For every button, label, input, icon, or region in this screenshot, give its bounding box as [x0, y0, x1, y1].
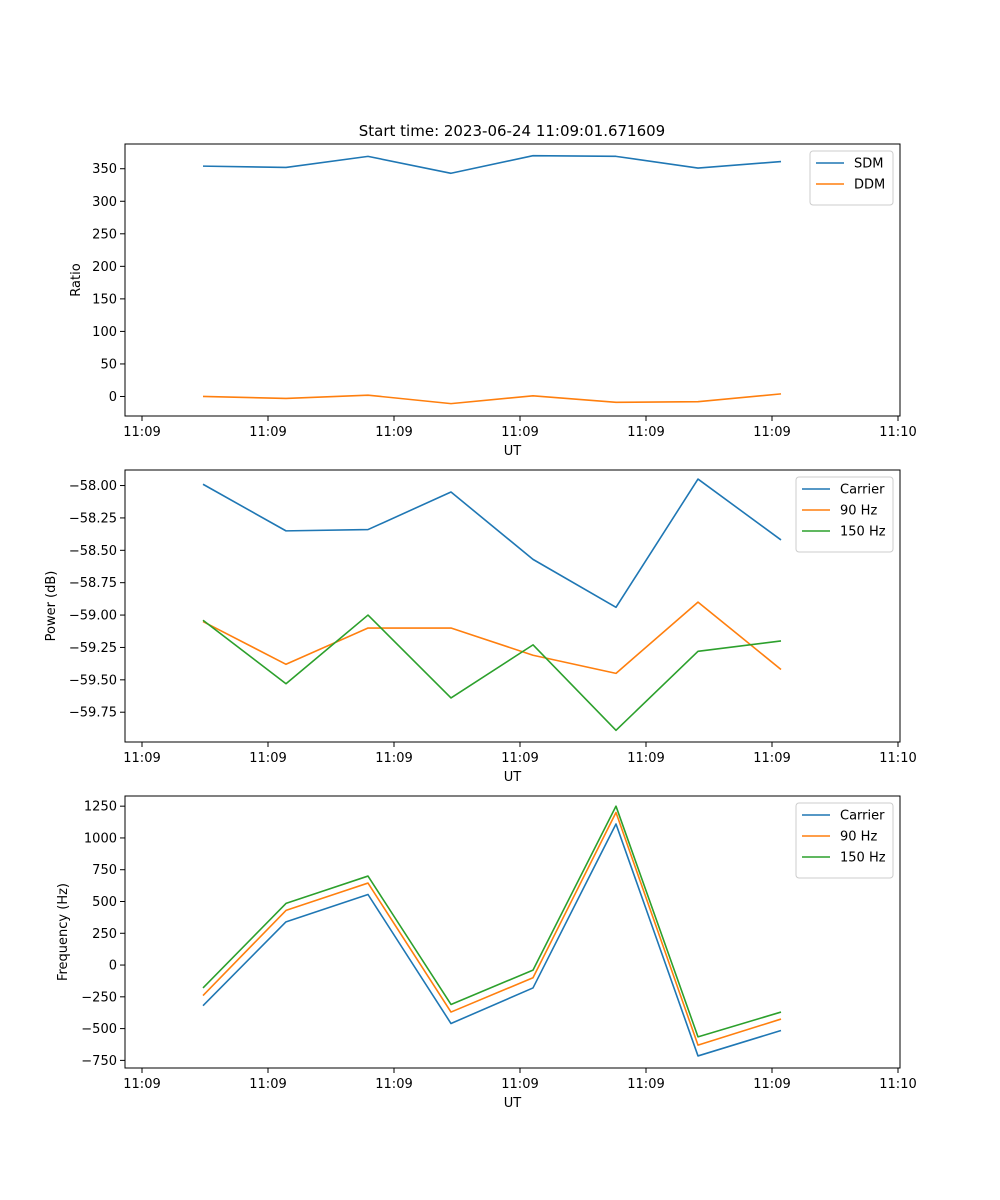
y-tick-label: 200 [92, 260, 117, 275]
x-tick-label: 11:09 [249, 751, 286, 766]
x-tick-label: 11:09 [501, 751, 538, 766]
series-line-90-hz [202, 811, 782, 1046]
x-tick-label: 11:09 [753, 751, 790, 766]
x-tick-label: 11:09 [627, 1077, 664, 1092]
chart-panel-2: −58.00 −58.25 −58.50 −58.75 −59.00 −59.25 −59.… [44, 469, 917, 785]
series-line-150-hz [202, 805, 782, 1038]
legend-box [795, 476, 894, 553]
legend-label: DDM [854, 178, 885, 193]
legend: Carrier 90 Hz 150 Hz [795, 476, 894, 553]
y-tick-label: 100 [92, 325, 117, 340]
plot-frame [124, 143, 901, 417]
series-line-ddm [202, 393, 782, 405]
y-tick-label: 50 [100, 357, 117, 372]
y-tick-label: 1000 [84, 831, 117, 846]
x-tick-label: 11:10 [879, 751, 916, 766]
series-line-carrier [202, 823, 782, 1057]
x-tick-label: 11:09 [123, 751, 160, 766]
y-tick-label: −59.75 [69, 706, 117, 721]
x-tick-label: 11:09 [753, 425, 790, 440]
x-tick-label: 11:10 [879, 1077, 916, 1092]
x-tick-label: 11:09 [123, 425, 160, 440]
x-tick-label: 11:09 [375, 751, 412, 766]
figure-title: Start time: 2023-06-24 11:09:01.671609 [359, 122, 665, 140]
y-tick-label: −58.25 [69, 511, 117, 526]
y-tick-label: −250 [81, 990, 117, 1005]
x-tick-label: 11:09 [627, 751, 664, 766]
x-tick-label: 11:09 [249, 425, 286, 440]
y-axis-label: Power (dB) [44, 571, 59, 642]
y-tick-label: 350 [92, 162, 117, 177]
legend-box [809, 150, 894, 206]
y-tick-label: 300 [92, 195, 117, 210]
y-tick-label: 1250 [84, 800, 117, 815]
legend-label: Carrier [840, 483, 885, 498]
x-tick-label: 11:10 [879, 425, 916, 440]
legend-label: 90 Hz [840, 830, 877, 845]
y-tick-label: −58.75 [69, 576, 117, 591]
y-tick-label: 0 [109, 959, 117, 974]
y-axis-label: Ratio [69, 263, 84, 296]
x-tick-label: 11:09 [375, 1077, 412, 1092]
x-tick-label: 11:09 [375, 425, 412, 440]
x-axis-label: UT [504, 1096, 522, 1111]
series-line-sdm [202, 154, 782, 175]
legend-label: 90 Hz [840, 504, 877, 519]
x-axis-label: UT [504, 444, 522, 459]
y-tick-label: −58.00 [69, 479, 117, 494]
legend-label: 150 Hz [840, 851, 886, 866]
y-tick-label: −500 [81, 1022, 117, 1037]
legend: Carrier 90 Hz 150 Hz [795, 802, 894, 879]
y-tick-label: 750 [92, 863, 117, 878]
y-tick-label: 500 [92, 895, 117, 910]
y-tick-label: −59.00 [69, 609, 117, 624]
x-tick-label: 11:09 [753, 1077, 790, 1092]
series-line-90-hz [202, 601, 782, 675]
y-tick-label: 250 [92, 227, 117, 242]
legend: SDM DDM [809, 150, 894, 206]
x-axis-label: UT [504, 770, 522, 785]
x-tick-label: 11:09 [501, 1077, 538, 1092]
y-tick-label: 250 [92, 927, 117, 942]
y-axis-label: Frequency (Hz) [56, 883, 71, 981]
chart-panel-3: 1250 1000 750 500 250 0 −250 −500 −750 11:09 11:09… [56, 795, 917, 1111]
x-tick-label: 11:09 [627, 425, 664, 440]
series-line-carrier [202, 478, 782, 609]
y-tick-label: −750 [81, 1054, 117, 1069]
y-tick-label: 0 [109, 390, 117, 405]
legend-label: 150 Hz [840, 525, 886, 540]
chart-panel-1: 0 50 100 150 200 250 300 350 11:09 11:09 11:09 11:0… [69, 143, 917, 459]
legend-label: Carrier [840, 809, 885, 824]
y-tick-label: −59.50 [69, 673, 117, 688]
x-tick-label: 11:09 [249, 1077, 286, 1092]
y-tick-label: −59.25 [69, 641, 117, 656]
x-tick-label: 11:09 [501, 425, 538, 440]
y-tick-label: 150 [92, 292, 117, 307]
legend-label: SDM [854, 157, 883, 172]
plot-frame [124, 795, 901, 1069]
legend-box [795, 802, 894, 879]
panels-group: 0 50 100 150 200 250 300 350 11:09 11:09 11:09 11:0… [44, 143, 917, 1111]
y-tick-label: −58.50 [69, 544, 117, 559]
series-line-150-hz [202, 614, 782, 732]
x-tick-label: 11:09 [123, 1077, 160, 1092]
plot-frame [124, 469, 901, 743]
